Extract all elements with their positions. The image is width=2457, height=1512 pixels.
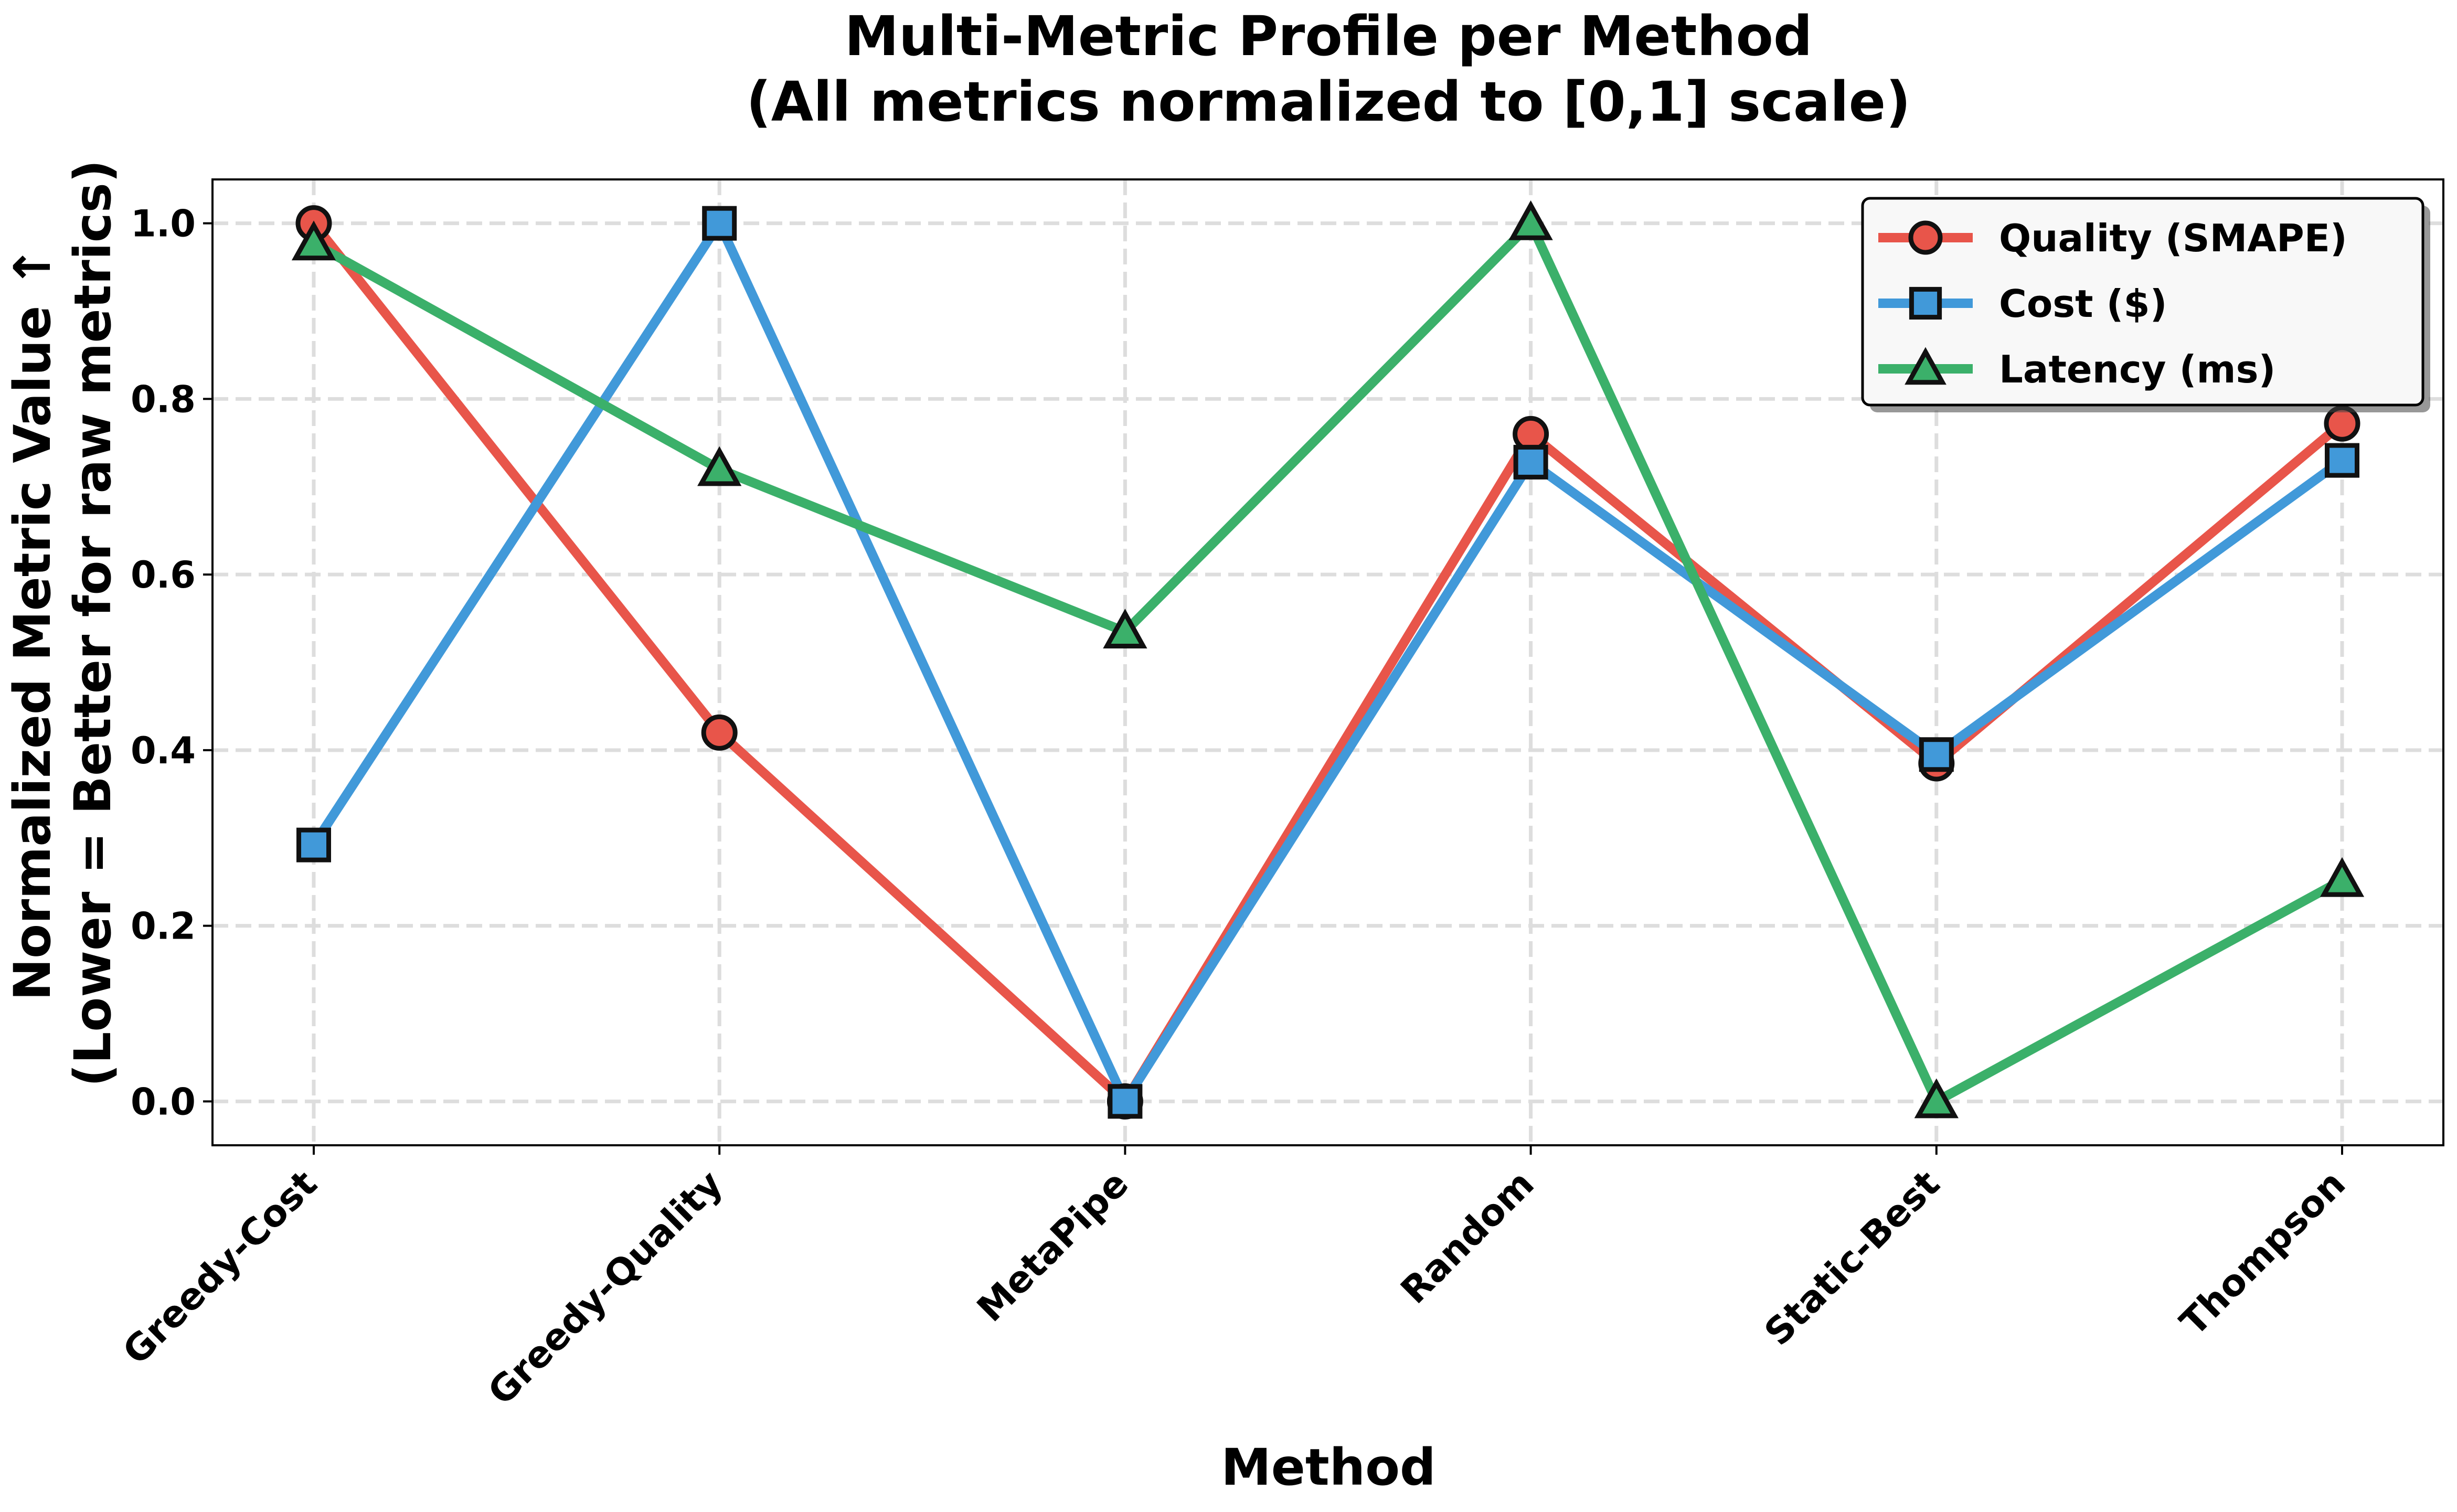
legend-marker (1909, 286, 1942, 320)
y-tick-label: 0.0 (131, 1080, 196, 1123)
data-point-cost (1919, 737, 1954, 772)
data-point-latency-ms (1508, 200, 1553, 240)
y-tick-label: 1.0 (131, 203, 196, 246)
data-point-cost (2325, 443, 2359, 478)
data-point-quality-smape (2324, 405, 2360, 442)
data-point-cost (1108, 1084, 1143, 1119)
legend-marker (1905, 347, 1947, 385)
data-point-cost (1513, 444, 1548, 480)
data-point-quality-smape (701, 714, 738, 751)
x-axis-label: Method (1221, 1438, 1436, 1497)
legend-marker (1908, 220, 1943, 255)
legend: Quality (SMAPE) Cost ($) Latency (ms) (1861, 197, 2430, 412)
y-axis-label-secondary: (Lower = Better for raw metrics) (63, 159, 122, 1087)
y-axis-label: Normalized Metric Value ↑ (3, 246, 62, 1001)
chart-subtitle: (All metrics normalized to [0,1] scale) (746, 70, 1911, 134)
y-tick-label: 0.2 (131, 905, 196, 948)
series-layer (291, 200, 2365, 1120)
data-point-latency-ms (291, 220, 336, 261)
data-point-cost (702, 206, 737, 241)
series-line-cost (309, 218, 2347, 1106)
legend-label: Quality (SMAPE) (1999, 216, 2347, 260)
data-point-latency-ms (1914, 1078, 1959, 1119)
legend-label: Cost ($) (1999, 282, 2167, 326)
legend-items: Quality (SMAPE) Cost ($) Latency (ms) (1878, 216, 2347, 391)
data-point-cost (296, 827, 331, 863)
series-line-latency-ms (309, 218, 2347, 1106)
data-point-latency-ms (1103, 609, 1147, 649)
data-point-latency-ms (2320, 857, 2365, 897)
legend-label: Latency (ms) (1999, 347, 2275, 391)
y-tick-label: 0.4 (131, 729, 196, 772)
plot-area-frame (211, 178, 2444, 1146)
y-tick-label: 0.8 (131, 378, 196, 421)
data-point-latency-ms (697, 446, 742, 486)
legend-box (1861, 197, 2424, 407)
chart-title: Multi-Metric Profile per Method (845, 4, 1813, 68)
y-axis-label-group: Normalized Metric Value ↑ (Lower = Bette… (3, 159, 122, 1087)
y-tick-label: 0.6 (131, 553, 196, 597)
